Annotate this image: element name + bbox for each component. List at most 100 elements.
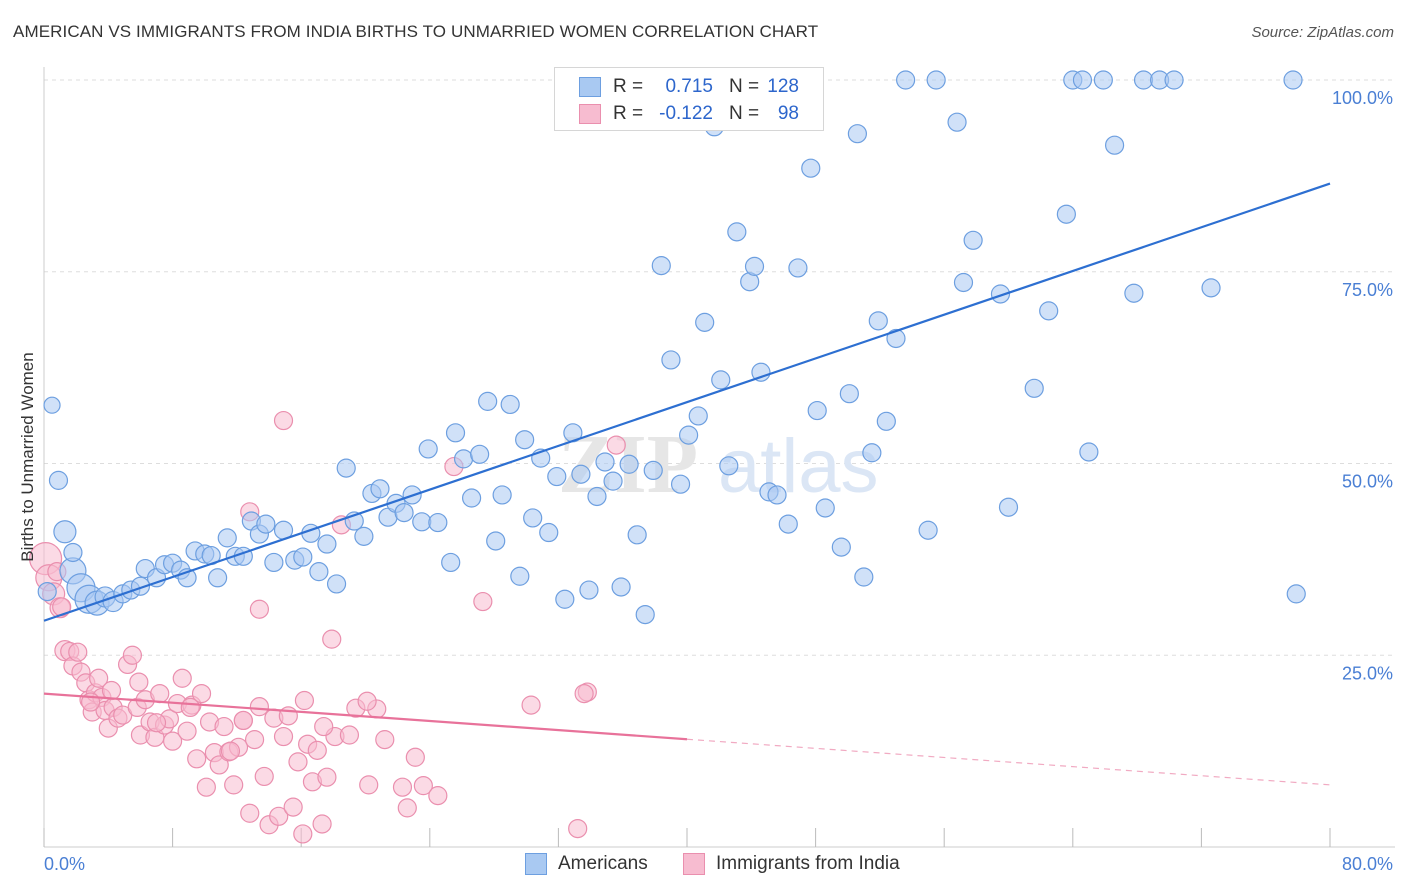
- india-point: [269, 806, 289, 826]
- india-swatch: [579, 104, 601, 124]
- india-point: [240, 803, 260, 823]
- india-point: [146, 713, 167, 733]
- y-tick-label: 25.0%: [1342, 663, 1393, 683]
- india-point: [52, 597, 72, 617]
- americans-point: [1039, 301, 1059, 321]
- stats-row-india: R = -0.122 N = 98: [555, 101, 823, 129]
- americans-point: [370, 479, 390, 499]
- americans-point: [751, 362, 771, 382]
- americans-point: [445, 423, 466, 443]
- americans-point: [595, 452, 615, 472]
- americans-point: [571, 464, 591, 484]
- americans-trend-line: [43, 182, 1331, 622]
- n-value: 98: [777, 103, 799, 124]
- x-tick-label: 0.0%: [44, 854, 85, 874]
- americans-point: [478, 391, 498, 411]
- americans-point: [1124, 283, 1144, 303]
- americans-point: [486, 531, 506, 551]
- americans-point: [679, 425, 699, 445]
- india-point: [172, 668, 192, 688]
- americans-point: [1201, 278, 1221, 298]
- legend-item-americans[interactable]: Americans: [525, 852, 685, 878]
- india-point: [288, 752, 308, 772]
- legend-label: Americans: [558, 853, 648, 874]
- india-point: [101, 680, 122, 701]
- americans-point: [839, 384, 859, 404]
- americans-point: [627, 525, 647, 545]
- americans-point: [963, 230, 983, 250]
- americans-point: [695, 312, 715, 332]
- americans-point: [767, 485, 787, 505]
- n-label: N =: [729, 103, 760, 124]
- chart-legend: Americans Immigrants from India: [0, 852, 1406, 880]
- americans-point: [711, 370, 731, 390]
- americans-point: [862, 443, 882, 463]
- americans-point: [208, 568, 228, 588]
- americans-point: [555, 589, 575, 609]
- series-americans: [37, 70, 1306, 625]
- india-point: [473, 591, 493, 612]
- y-tick-label: 100.0%: [1332, 88, 1393, 108]
- americans-point: [336, 458, 356, 478]
- india-point: [89, 668, 109, 688]
- tick-labels: 25.0% 50.0% 75.0% 100.0% 0.0% 80.0%: [44, 88, 1393, 874]
- india-point: [392, 777, 413, 797]
- chart-source: Source: ZipAtlas.com: [1251, 24, 1394, 41]
- americans-point: [831, 537, 851, 557]
- americans-point: [926, 70, 946, 90]
- americans-point: [461, 488, 482, 508]
- americans-point: [847, 124, 867, 144]
- india-point: [405, 747, 425, 767]
- india-point: [163, 731, 183, 751]
- india-point: [68, 642, 88, 662]
- india-point: [397, 798, 417, 818]
- americans-point: [868, 311, 888, 331]
- americans-point: [619, 454, 639, 474]
- india-point: [574, 683, 594, 704]
- americans-point: [48, 470, 69, 490]
- americans-point: [1286, 584, 1306, 604]
- americans-point: [309, 562, 329, 582]
- americans-point: [778, 514, 798, 534]
- india-trend-line-extension: [686, 738, 1331, 786]
- legend-item-india[interactable]: Immigrants from India: [683, 852, 943, 878]
- americans-point: [37, 581, 57, 602]
- stats-row-americans: R = 0.715 N = 128: [555, 74, 823, 102]
- americans-point: [670, 474, 691, 494]
- americans-point: [492, 485, 512, 505]
- legend-label: Immigrants from India: [716, 853, 900, 874]
- india-point: [521, 695, 541, 715]
- americans-point: [500, 394, 520, 415]
- india-point: [122, 645, 143, 665]
- india-point: [568, 818, 588, 839]
- india-point: [249, 697, 270, 717]
- india-point: [317, 767, 337, 787]
- india-point: [606, 435, 626, 455]
- americans-point: [1133, 70, 1154, 90]
- americans-point: [744, 256, 765, 276]
- india-point: [209, 755, 229, 775]
- india-point: [214, 716, 234, 737]
- india-point: [196, 777, 216, 797]
- americans-legend-swatch: [525, 853, 547, 875]
- india-point: [375, 730, 395, 750]
- india-point: [191, 683, 212, 704]
- americans-point: [815, 498, 835, 518]
- americans-point: [579, 580, 599, 600]
- americans-point: [130, 576, 151, 596]
- trend-lines: [43, 182, 1331, 786]
- x-tick-label: 80.0%: [1342, 854, 1393, 874]
- americans-point: [53, 520, 77, 544]
- americans-point: [807, 400, 827, 421]
- americans-point: [317, 534, 337, 554]
- americans-swatch: [579, 77, 601, 97]
- americans-point: [661, 350, 681, 370]
- americans-point: [441, 552, 461, 573]
- india-point: [307, 740, 327, 760]
- india-point: [273, 726, 294, 747]
- r-label: R =: [613, 103, 644, 124]
- axes: [43, 67, 1395, 848]
- americans-point: [1056, 204, 1076, 224]
- n-label: N =: [729, 76, 760, 97]
- americans-point: [1072, 70, 1093, 90]
